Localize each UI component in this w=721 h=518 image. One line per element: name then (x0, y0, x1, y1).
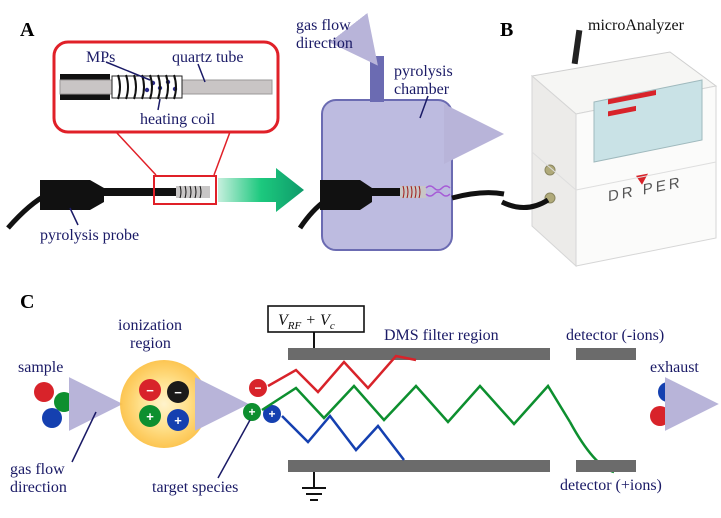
panel-c: C sample gas flow direction − − + + ioni… (10, 291, 708, 500)
label-target-species: target species (152, 479, 238, 496)
svg-text:−: − (174, 385, 182, 400)
label-gas-flow-bot-1: gas flow (10, 461, 65, 478)
panel-label-c: C (20, 291, 34, 313)
label-quartz-tube: quartz tube (172, 49, 244, 66)
label-gas-flow-top-1: gas flow (296, 17, 351, 34)
svg-text:+: + (174, 413, 182, 428)
vc-sub: c (330, 320, 335, 332)
label-sample: sample (18, 359, 63, 376)
panel-label-b: B (500, 19, 513, 41)
label-dms: DMS filter region (384, 327, 499, 344)
label-heating-coil: heating coil (140, 111, 216, 128)
label-detector-neg: detector (-ions) (566, 327, 664, 344)
panel-b: B microAnalyzer DR PER (500, 17, 716, 266)
label-microanalyzer: microAnalyzer (588, 17, 685, 34)
ionization-region: − − + + (120, 360, 208, 448)
detectors: detector (-ions) detector (+ions) (560, 327, 664, 494)
panel-label-a: A (20, 19, 35, 41)
label-detector-pos: detector (+ions) (560, 477, 662, 494)
panel-a: A MPs quartz tu (8, 17, 504, 250)
label-pyro-chamber-2: chamber (394, 81, 450, 98)
label-pyro-chamber-1: pyrolysis (394, 63, 453, 80)
svg-text:+: + (248, 405, 255, 419)
exhaust: exhaust (650, 359, 708, 426)
label-gas-flow-bot-2: direction (10, 479, 67, 496)
ion-trajectories (262, 356, 614, 472)
sample-icon (34, 382, 74, 428)
callout-box: MPs quartz tube heating coil (54, 42, 278, 132)
label-exhaust: exhaust (650, 359, 699, 376)
svg-text:+: + (146, 409, 154, 424)
label-ionization-1: ionization (118, 317, 182, 334)
label-pyrolysis-probe: pyrolysis probe (40, 227, 139, 244)
svg-text:−: − (146, 383, 154, 398)
svg-text:−: − (254, 381, 261, 395)
svg-text:+: + (268, 407, 275, 421)
pyrolysis-probe-main (8, 176, 216, 228)
insert-arrow (218, 168, 304, 212)
label-ionization-2: region (130, 335, 171, 352)
plus-sign: + (301, 312, 320, 329)
label-gas-flow-top-2: direction (296, 35, 353, 52)
vrf-sub: RF (287, 320, 302, 332)
